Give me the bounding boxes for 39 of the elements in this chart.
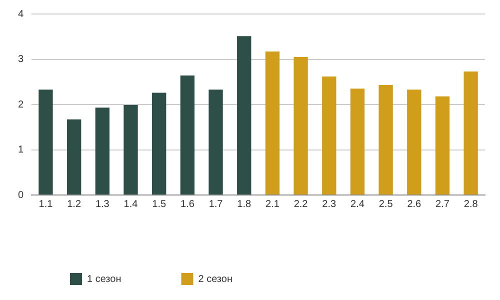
bar	[350, 88, 365, 194]
x-tick-label: 2.3	[322, 198, 337, 210]
x-tick-label: 1.2	[67, 198, 82, 210]
bar	[208, 90, 223, 194]
x-tick-label: 2.6	[407, 198, 422, 210]
x-tick-label: 2.7	[436, 198, 450, 210]
y-tick-label: 3	[18, 54, 24, 65]
y-tick-label: 2	[18, 99, 24, 110]
x-tick-label: 2.5	[378, 198, 394, 210]
x-tick-label: 1.8	[237, 198, 252, 210]
bar	[407, 90, 422, 194]
bar	[322, 76, 336, 194]
legend-label: 1 сезон	[87, 274, 122, 285]
x-tick-label: 1.4	[124, 198, 138, 210]
x-tick-label: 1.3	[95, 198, 110, 210]
bar	[180, 76, 195, 194]
bar	[95, 108, 110, 194]
y-tick-label: 1	[18, 144, 24, 156]
bar	[435, 96, 450, 194]
bar	[152, 92, 166, 194]
x-tick-label: 2.8	[464, 198, 478, 210]
bar	[237, 36, 252, 194]
x-tick-label: 2.4	[350, 198, 365, 210]
bar	[38, 90, 53, 194]
x-tick-label: 1.1	[38, 198, 54, 210]
x-tick-label: 1.6	[180, 198, 195, 210]
x-tick-label: 2.1	[266, 198, 280, 210]
bar	[294, 56, 308, 194]
bar	[378, 85, 393, 194]
x-tick-label: 1.7	[208, 198, 224, 210]
bar	[66, 119, 82, 194]
y-tick-label: 0	[18, 190, 24, 201]
x-tick-label: 1.5	[152, 198, 166, 210]
bar	[265, 52, 280, 194]
bar	[464, 71, 478, 194]
y-tick-label: 4	[18, 8, 24, 20]
legend-label: 2 сезон	[198, 274, 232, 285]
x-tick-label: 2.2	[294, 198, 308, 210]
bar	[124, 104, 138, 194]
